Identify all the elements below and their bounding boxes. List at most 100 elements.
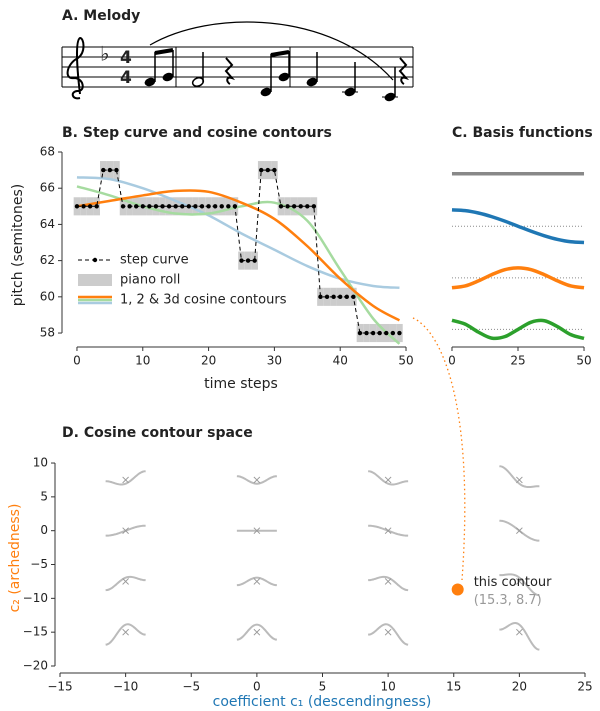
x-axis-label: coefficient c₁ (descendingness): [213, 694, 432, 710]
x-tick-label: 10: [135, 354, 150, 368]
x-tick-label: −5: [182, 680, 200, 694]
step-point: [239, 258, 244, 263]
step-point: [364, 330, 369, 336]
step-point: [127, 204, 132, 209]
y-tick-label: 0: [40, 523, 48, 537]
step-point: [252, 258, 257, 263]
y-tick-label: 66: [40, 181, 55, 195]
contour-point: [451, 583, 464, 596]
contour-glyph: [499, 622, 540, 651]
step-point: [114, 167, 119, 173]
x-tick-label: 0: [253, 680, 261, 694]
step-point: [397, 330, 402, 336]
step-point: [101, 167, 106, 173]
contour-glyph: [368, 623, 409, 646]
contour-glyph: [368, 470, 409, 486]
step-point: [153, 204, 159, 209]
step-point: [133, 204, 139, 209]
step-point: [212, 204, 218, 209]
y-tick-label: −20: [23, 659, 48, 673]
step-point: [219, 204, 224, 209]
step-point: [291, 204, 297, 209]
step-point: [245, 258, 251, 263]
x-tick-label: 20: [512, 680, 527, 694]
y-tick-label: 60: [40, 289, 55, 303]
cosine-contour: [76, 185, 401, 345]
contour-glyph: [499, 465, 540, 489]
y-tick-label: 10: [33, 456, 48, 470]
panel-title: C. Basis functions: [452, 125, 593, 141]
contour-glyph: [368, 575, 409, 592]
step-point: [384, 330, 389, 336]
basis-function: [451, 208, 585, 245]
y-tick-label: 5: [40, 489, 48, 503]
y-tick-label: −10: [23, 591, 48, 605]
x-tick-label: −10: [113, 680, 138, 694]
step-point: [305, 204, 310, 209]
svg-text:♭: ♭: [100, 42, 109, 66]
basis-function: [451, 318, 585, 341]
step-point: [173, 204, 178, 209]
step-point: [107, 167, 113, 173]
point-label: this contour: [474, 575, 552, 590]
x-tick-label: 0: [73, 354, 81, 368]
step-point: [278, 204, 284, 209]
x-tick-label: 50: [576, 354, 591, 368]
grid-marker: [122, 527, 129, 535]
legend-symbol: [78, 274, 112, 286]
grid-marker: [122, 578, 129, 585]
cosine-contour: [76, 189, 401, 322]
step-point: [74, 204, 80, 209]
step-point: [180, 204, 185, 209]
step-point: [147, 204, 152, 209]
step-point: [199, 204, 205, 209]
legend-label: piano roll: [120, 273, 180, 288]
point-sublabel: (15.3, 8.7): [474, 593, 542, 608]
step-point: [259, 167, 264, 173]
legend-label: 1, 2 & 3d cosine contours: [120, 293, 287, 308]
step-point: [298, 204, 303, 209]
step-point: [272, 167, 277, 173]
contour-glyph: [105, 575, 146, 592]
step-point: [344, 294, 349, 300]
step-point: [193, 204, 198, 209]
x-tick-label: 0: [448, 354, 456, 368]
grid-marker: [384, 628, 392, 636]
step-point: [311, 204, 317, 209]
step-point: [370, 330, 376, 336]
step-point: [285, 204, 290, 209]
step-point: [140, 204, 145, 209]
x-tick-label: 30: [267, 354, 282, 368]
y-tick-label: 62: [40, 253, 55, 267]
step-point: [166, 204, 172, 209]
grid-marker: [516, 628, 523, 636]
step-point: [120, 204, 126, 209]
step-point: [357, 330, 363, 336]
y-axis-label: pitch (semitones): [10, 184, 26, 306]
step-point: [351, 294, 356, 300]
contour-glyph: [236, 576, 277, 587]
x-axis-label: time steps: [204, 376, 278, 392]
step-point: [206, 204, 211, 209]
grid-marker: [384, 476, 392, 484]
contour-glyph: [105, 623, 146, 646]
grid-marker: [122, 476, 129, 484]
step-point: [87, 204, 93, 209]
panel-title: D. Cosine contour space: [62, 425, 253, 441]
step-point: [265, 167, 271, 173]
svg-text:4: 4: [120, 68, 132, 88]
grid-marker: [253, 476, 261, 484]
y-tick-label: −15: [23, 625, 48, 639]
x-tick-label: 25: [577, 680, 592, 694]
grid-marker: [516, 527, 523, 535]
contour-glyph: [236, 623, 277, 641]
contour-glyph: [236, 475, 277, 485]
svg-text:4: 4: [120, 48, 132, 68]
step-point: [94, 204, 99, 209]
legend-symbol: [92, 257, 98, 263]
connector: [412, 317, 466, 581]
music-staff: ♭ 4 4: [61, 21, 414, 102]
x-tick-label: 40: [333, 354, 348, 368]
step-point: [186, 204, 192, 209]
grid-marker: [384, 527, 392, 535]
